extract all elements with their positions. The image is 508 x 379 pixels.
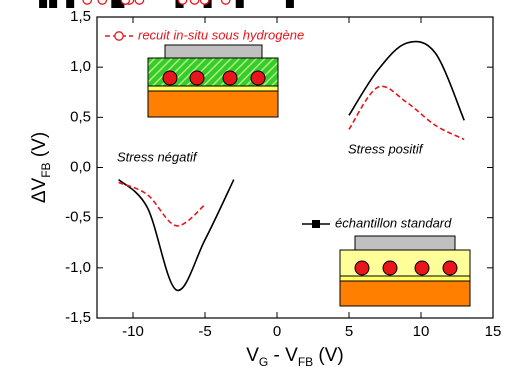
y-axis-label-part: FB [39, 162, 53, 177]
x-axis-label: VG - VFB (V) [246, 345, 344, 369]
marker [220, 0, 231, 5]
marker [49, 0, 58, 8]
y-tick-label: 0,0 [70, 158, 91, 175]
y-tick-label: 1,5 [70, 8, 91, 25]
x-tick-label: 0 [273, 323, 281, 340]
x-axis-label-part: - V [268, 345, 298, 366]
device-standard [339, 235, 471, 307]
x-tick-label: -10 [122, 323, 144, 340]
marker [66, 0, 75, 8]
marker [120, 0, 131, 5]
legend-marker [114, 31, 124, 41]
series-line [348, 85, 465, 141]
x-axis-label-part: V [246, 345, 259, 366]
y-axis-label-part: ΔV [29, 177, 50, 203]
y-axis-label: ΔVFB (V) [29, 132, 53, 203]
annotation: Stress négatif [117, 149, 198, 164]
marker [235, 0, 244, 8]
marker [97, 0, 108, 5]
marker [285, 0, 294, 8]
marker [111, 0, 120, 8]
series-line [348, 40, 465, 121]
x-tick-label: 5 [345, 323, 353, 340]
marker [175, 0, 184, 8]
y-tick-label: -0,5 [65, 209, 91, 226]
marker [177, 0, 188, 5]
x-tick-label: 15 [485, 323, 502, 340]
legend-label: échantillon standard [335, 215, 452, 230]
marker [189, 0, 200, 5]
x-axis-label-part: G [259, 355, 268, 369]
marker [203, 0, 212, 8]
y-tick-label: -1,5 [65, 309, 91, 326]
x-tick-label: -5 [198, 323, 211, 340]
x-tick-label: 10 [413, 323, 430, 340]
legend-label: recuit in-situ sous hydrogène [138, 27, 304, 42]
legend-marker [312, 220, 320, 228]
marker [82, 0, 93, 5]
y-tick-label: 0,5 [70, 108, 91, 125]
marker [199, 0, 210, 5]
marker [39, 0, 48, 8]
x-axis-label-part: (V) [313, 345, 344, 366]
marker [116, 0, 125, 8]
marker [134, 0, 145, 5]
series-line [118, 178, 235, 292]
y-tick-label: 1,0 [70, 58, 91, 75]
x-axis-label-part: FB [298, 355, 313, 369]
y-tick-label: -1,0 [65, 259, 91, 276]
device-hydrogen [147, 44, 279, 118]
y-axis-label-part: (V) [29, 132, 50, 163]
annotation: Stress positif [348, 141, 424, 156]
